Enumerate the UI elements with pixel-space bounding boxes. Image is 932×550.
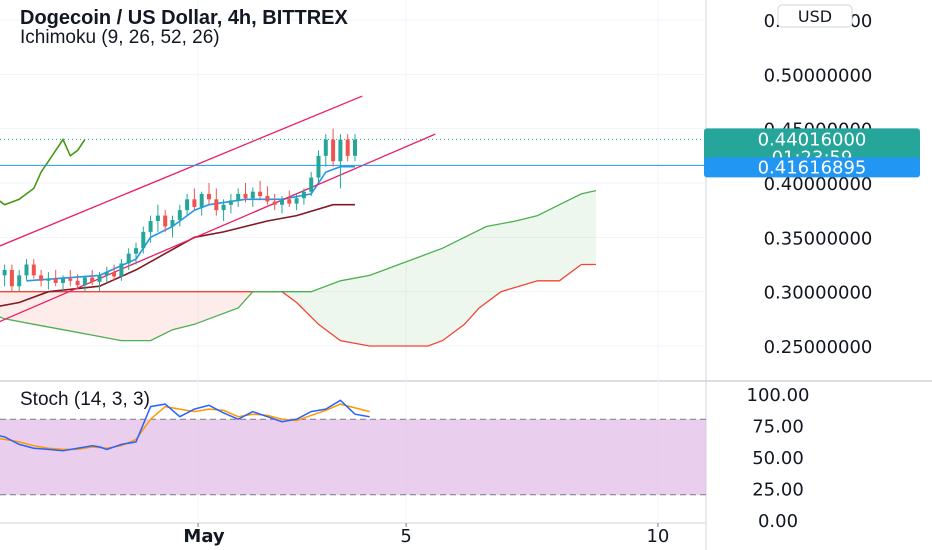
candle-body-56	[287, 199, 292, 204]
candle-body-17	[2, 269, 7, 276]
candle-body-55	[280, 199, 284, 205]
currency-label: USD	[798, 7, 832, 26]
indicator-legend: Ichimoku (9, 26, 52, 26)	[20, 27, 220, 48]
stoch-tick-label-4: 0.00	[758, 511, 798, 532]
candle-body-29	[90, 277, 95, 282]
senkou-span-b-line	[0, 263, 596, 347]
candle-body-30	[97, 275, 102, 282]
last-price-value: 0.44016000	[758, 129, 867, 150]
candle-body-20	[24, 264, 29, 276]
candle-body-23	[46, 278, 51, 281]
candle-body-62	[331, 139, 336, 162]
stoch-tick-label-2: 50.00	[752, 448, 804, 469]
candle-body-53	[265, 196, 270, 202]
candle-body-61	[323, 139, 328, 156]
candlestick-series[interactable]	[0, 128, 357, 338]
price-tick-label-4: 0.35000000	[764, 228, 873, 249]
candle-body-58	[301, 191, 306, 199]
stoch-legend: Stoch (14, 3, 3)	[20, 389, 150, 410]
cloud-fill	[285, 190, 596, 346]
candle-body-60	[316, 155, 321, 178]
level-price-value: 0.41616895	[758, 157, 867, 178]
candle-body-49	[236, 193, 241, 201]
candle-body-35	[134, 248, 138, 254]
price-tick-label-1: 0.50000000	[764, 65, 873, 86]
candle-body-26	[68, 278, 73, 281]
candle-body-64	[345, 139, 350, 156]
candle-body-28	[82, 277, 87, 286]
candle-body-41	[177, 210, 182, 220]
channel-upper-line	[0, 95, 363, 247]
candle-body-37	[148, 221, 153, 232]
kijun-sen-line	[0, 203, 355, 307]
stoch-tick-label-3: 25.00	[752, 480, 804, 501]
candle-body-39	[163, 215, 168, 227]
candle-body-27	[75, 280, 80, 286]
stoch-tick-label-0: 100.00	[747, 385, 810, 406]
stoch-tick-label-1: 75.00	[752, 417, 804, 438]
last-price-badge	[704, 128, 920, 167]
level-price-badge	[704, 157, 920, 178]
candle-body-40	[170, 219, 175, 227]
time-tick-label-2: 10	[646, 526, 669, 547]
currency-button[interactable]: USD	[777, 4, 853, 28]
candle-body-19	[17, 275, 22, 287]
price-tick-label-5: 0.30000000	[764, 283, 873, 304]
ichimoku-cloud	[0, 190, 596, 346]
price-tick-label-6: 0.25000000	[764, 337, 873, 358]
candle-body-32	[112, 272, 117, 277]
time-axis[interactable]: May 5 10	[183, 523, 669, 547]
candle-body-48	[228, 200, 233, 205]
candle-body-34	[126, 253, 131, 264]
candle-body-38	[155, 215, 160, 222]
stoch-band-fill	[0, 419, 706, 495]
candle-body-65	[353, 139, 357, 156]
price-tick-label-3: 0.40000000	[764, 174, 873, 195]
time-tick-label-1: 5	[400, 526, 411, 547]
candle-body-47	[221, 204, 226, 211]
price-badges: 0.4401600001:23:590.41616895	[704, 128, 920, 178]
chikou-span-line	[0, 137, 86, 206]
candle-body-36	[141, 231, 146, 249]
candle-body-31	[104, 272, 109, 276]
candle-body-63	[338, 139, 343, 162]
candle-body-21	[31, 264, 36, 276]
candle-body-43	[192, 199, 197, 207]
senkou-span-a-line	[0, 189, 597, 342]
stochastic-pane[interactable]	[0, 399, 706, 496]
candle-body-42	[185, 199, 190, 211]
candle-body-50	[243, 193, 248, 199]
candle-body-51	[250, 191, 255, 199]
stoch-d-line	[0, 403, 370, 451]
candle-body-52	[258, 191, 263, 197]
candle-body-22	[39, 275, 44, 281]
candle-body-24	[53, 278, 58, 283]
candle-body-33	[119, 263, 124, 277]
chart-title: Dogecoin / US Dollar, 4h, BITTREX	[20, 7, 348, 29]
candle-body-46	[214, 199, 219, 211]
stoch-k-line	[0, 399, 370, 452]
candle-body-45	[207, 193, 211, 200]
candle-body-59	[309, 177, 314, 192]
channel-lower-line	[0, 133, 436, 323]
candle-body-18	[9, 269, 14, 287]
candle-body-25	[61, 278, 65, 283]
candle-body-54	[272, 201, 277, 205]
candle-body-44	[199, 193, 204, 207]
time-tick-label-0: May	[183, 526, 225, 547]
candle-body-57	[294, 198, 299, 204]
cloud-fill	[0, 291, 286, 341]
